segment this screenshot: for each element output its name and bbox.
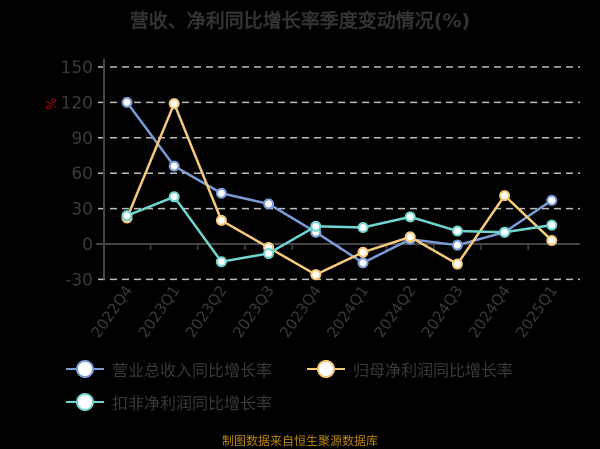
data-point[interactable] [168, 160, 180, 172]
data-point[interactable] [215, 187, 227, 199]
data-point[interactable] [263, 198, 275, 210]
data-point[interactable] [215, 256, 227, 268]
data-point[interactable] [263, 247, 275, 259]
legend-item-net-profit[interactable]: 归母净利润同比增长率 [307, 357, 513, 381]
legend-item-deducted-net-profit[interactable]: 扣非净利润同比增长率 [66, 390, 272, 414]
chart-title: 营收、净利同比增长率季度变动情况(%) [129, 10, 471, 32]
legend-label: 归母净利润同比增长率 [353, 361, 514, 380]
x-tick-label: 2024Q2 [371, 282, 420, 341]
legend-label: 扣非净利润同比增长率 [112, 394, 273, 413]
x-tick-label: 2024Q4 [465, 282, 514, 341]
data-point[interactable] [404, 231, 416, 243]
data-point[interactable] [546, 194, 558, 206]
x-tick-label: 2022Q4 [87, 282, 136, 341]
data-point[interactable] [310, 269, 322, 281]
x-tick-label: 2023Q4 [276, 282, 325, 341]
legend-marker-deducted-net-profit-icon [66, 392, 104, 412]
data-point[interactable] [121, 210, 133, 222]
y-tick-label: 60 [71, 164, 93, 184]
data-source-footer: 制图数据来自恒生聚源数据库 [221, 434, 378, 448]
y-tick-label: 150 [61, 58, 93, 78]
data-point[interactable] [499, 190, 511, 202]
x-tick-label: 2023Q3 [229, 282, 278, 341]
data-point[interactable] [357, 221, 369, 233]
series-line-0 [125, 101, 553, 265]
series-line-2 [126, 195, 552, 263]
y-axis-unit-label: % [45, 98, 60, 110]
data-point[interactable] [546, 234, 558, 246]
legend-marker-net-profit-icon [307, 359, 345, 379]
x-tick-label: 2023Q2 [182, 282, 231, 341]
x-tick-label: 2025Q1 [512, 282, 561, 341]
data-point[interactable] [215, 214, 227, 226]
data-point[interactable] [168, 191, 180, 203]
legend-item-revenue[interactable]: 营业总收入同比增长率 [66, 357, 272, 381]
data-point[interactable] [546, 219, 558, 231]
legend-marker-revenue-icon [66, 359, 104, 379]
data-point[interactable] [404, 211, 416, 223]
y-tick-label: 90 [71, 129, 93, 149]
data-point[interactable] [499, 226, 511, 238]
x-tick-label: 2024Q3 [418, 282, 467, 341]
x-tick-label: 2023Q1 [135, 282, 184, 341]
data-point[interactable] [451, 225, 463, 237]
data-point[interactable] [451, 239, 463, 251]
data-point[interactable] [121, 96, 133, 108]
x-tick-label: 2024Q1 [323, 282, 372, 341]
data-point[interactable] [357, 246, 369, 258]
y-tick-label: 30 [71, 200, 93, 220]
y-tick-label: 0 [82, 235, 93, 255]
data-point[interactable] [357, 257, 369, 269]
data-point[interactable] [168, 98, 180, 110]
y-tick-label: 120 [61, 93, 93, 113]
legend-label: 营业总收入同比增长率 [112, 361, 273, 380]
y-tick-label: -30 [65, 270, 93, 290]
data-point[interactable] [451, 258, 463, 270]
series-line-1 [125, 102, 553, 276]
data-point[interactable] [310, 220, 322, 232]
